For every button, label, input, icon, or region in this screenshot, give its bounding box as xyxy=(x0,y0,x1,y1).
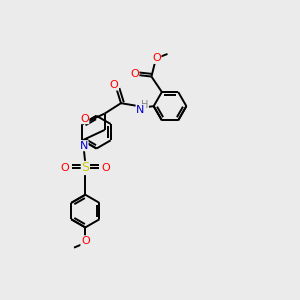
Text: O: O xyxy=(81,236,90,246)
Text: O: O xyxy=(101,163,110,173)
Text: O: O xyxy=(152,53,161,63)
Text: S: S xyxy=(81,161,89,175)
Text: O: O xyxy=(80,114,89,124)
Text: O: O xyxy=(110,80,118,90)
Text: O: O xyxy=(61,163,70,173)
Text: N: N xyxy=(136,105,145,115)
Text: N: N xyxy=(80,141,88,151)
Text: O: O xyxy=(130,69,139,79)
Text: H: H xyxy=(141,100,148,110)
